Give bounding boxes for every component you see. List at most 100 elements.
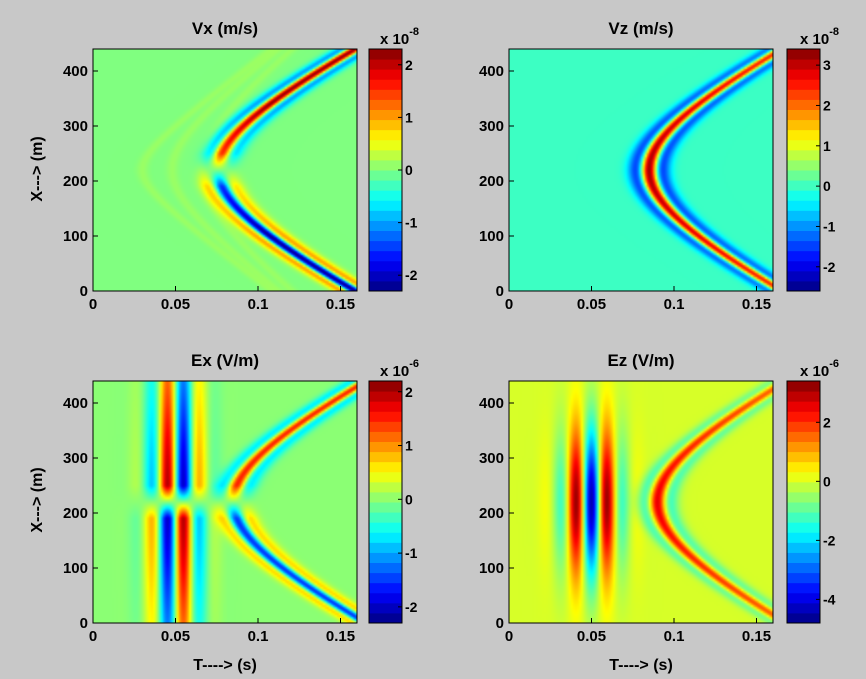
colorbar-band xyxy=(369,461,402,473)
colorbar-multiplier: x 10-8 xyxy=(800,26,839,48)
colorbar-band xyxy=(369,401,402,412)
x-tick-label: 0.1 xyxy=(248,296,269,313)
colorbar-band xyxy=(369,190,402,201)
colorbar-frame xyxy=(786,380,821,624)
colorbar-band xyxy=(787,129,820,141)
y-tick-label: 0 xyxy=(80,283,88,300)
colorbar-band xyxy=(787,49,820,60)
colorbar-tick-label: 0 xyxy=(405,162,413,178)
colorbar-band xyxy=(787,602,820,614)
colorbar-band xyxy=(369,280,402,292)
plot-frame xyxy=(508,48,774,292)
x-tick-label: 0.1 xyxy=(664,296,685,313)
colorbar-band xyxy=(787,592,820,604)
y-tick-label: 0 xyxy=(496,615,504,632)
colorbar-band xyxy=(369,59,402,70)
y-tick-label: 100 xyxy=(479,560,504,577)
colorbar-tick-label: -4 xyxy=(823,591,836,607)
colorbar-tick-label: 1 xyxy=(405,438,413,454)
colorbar-tick-label: 1 xyxy=(405,109,413,125)
colorbar-band xyxy=(787,180,820,191)
colorbar-band xyxy=(369,260,402,272)
colorbar-band xyxy=(787,451,820,463)
colorbar-band xyxy=(369,562,402,574)
colorbar-band xyxy=(369,220,402,231)
colorbar-band xyxy=(369,270,402,282)
colorbar-band xyxy=(369,89,402,100)
y-tick-label: 0 xyxy=(496,283,504,300)
colorbar-band xyxy=(369,421,402,432)
colorbar-band xyxy=(369,170,402,181)
colorbar-multiplier: x 10-6 xyxy=(380,358,419,380)
colorbar-band xyxy=(787,381,820,392)
colorbar-band xyxy=(787,411,820,422)
colorbar-band xyxy=(369,411,402,422)
colorbar-band xyxy=(787,532,820,543)
panel-vx: 0 0.05 0.1 0.15 0 100 200 300 400 -2 -1 0 1 2 Vx (m/s… xyxy=(29,19,419,313)
colorbar-band xyxy=(369,592,402,604)
colorbar-band xyxy=(369,250,402,262)
colorbar-tick-label: -2 xyxy=(823,532,836,548)
x-tick-label: 0 xyxy=(89,628,97,645)
colorbar-tick-label: -1 xyxy=(405,545,418,561)
colorbar-band xyxy=(369,381,402,392)
colorbar-band xyxy=(787,471,820,483)
plot-frame xyxy=(92,380,358,624)
colorbar-band xyxy=(369,532,402,543)
colorbar-band xyxy=(369,129,402,141)
heatmap-image xyxy=(93,381,357,623)
colorbar-tick-label: -1 xyxy=(405,215,418,231)
colorbar-band xyxy=(369,79,402,90)
x-tick-label: 0.15 xyxy=(742,628,771,645)
x-tick-label: 0.05 xyxy=(161,628,190,645)
colorbar-band xyxy=(787,190,820,201)
colorbar-tick-label: 2 xyxy=(823,97,831,113)
colorbar-multiplier: x 10-6 xyxy=(800,358,839,380)
colorbar-band xyxy=(369,139,402,151)
colorbar-band xyxy=(369,431,402,442)
colorbar-tick-label: -2 xyxy=(405,267,418,283)
colorbar-frame xyxy=(368,380,403,624)
y-tick-label: 300 xyxy=(479,118,504,135)
x-tick-label: 0.05 xyxy=(161,296,190,313)
colorbar-band xyxy=(369,471,402,483)
colorbar-band xyxy=(787,210,820,221)
colorbar-band xyxy=(787,481,820,493)
colorbar-tick-label: 0 xyxy=(405,491,413,507)
colorbar-band xyxy=(369,502,402,513)
panel-vz: 0 0.05 0.1 0.15 0 100 200 300 400 -2 -1 0 1 2 3 Vz (m/… xyxy=(479,19,839,313)
colorbar-band xyxy=(369,552,402,563)
colorbar-band xyxy=(369,522,402,533)
colorbar-band xyxy=(787,220,820,231)
colorbar-band xyxy=(369,109,402,121)
panel-title: Ex (V/m) xyxy=(191,351,259,370)
x-tick-label: 0.1 xyxy=(248,628,269,645)
colorbar-band xyxy=(787,572,820,584)
colorbar-tick-label: 3 xyxy=(823,57,831,73)
y-tick-label: 400 xyxy=(479,63,504,80)
colorbar-band xyxy=(787,230,820,242)
colorbar-tick-label: 2 xyxy=(405,384,413,400)
panel-title: Vz (m/s) xyxy=(608,19,673,38)
y-tick-label: 400 xyxy=(63,395,88,412)
colorbar-multiplier: x 10-8 xyxy=(380,26,419,48)
colorbar-band xyxy=(787,240,820,252)
colorbar-band xyxy=(787,421,820,432)
colorbar-band xyxy=(369,200,402,211)
colorbar-band xyxy=(787,461,820,473)
plot-frame xyxy=(508,380,774,624)
y-tick-label: 300 xyxy=(63,118,88,135)
colorbar-band xyxy=(787,250,820,262)
x-tick-label: 0.15 xyxy=(326,628,355,645)
colorbar-band xyxy=(369,441,402,453)
y-tick-label: 0 xyxy=(80,615,88,632)
colorbar-band xyxy=(369,602,402,614)
colorbar-band xyxy=(369,582,402,594)
colorbar-band xyxy=(787,139,820,151)
colorbar-band xyxy=(787,582,820,594)
colorbar-band xyxy=(787,552,820,563)
colorbar-band xyxy=(787,149,820,161)
colorbar-band xyxy=(369,159,402,171)
colorbar-band xyxy=(369,481,402,493)
colorbar-tick-label: 2 xyxy=(823,414,831,430)
